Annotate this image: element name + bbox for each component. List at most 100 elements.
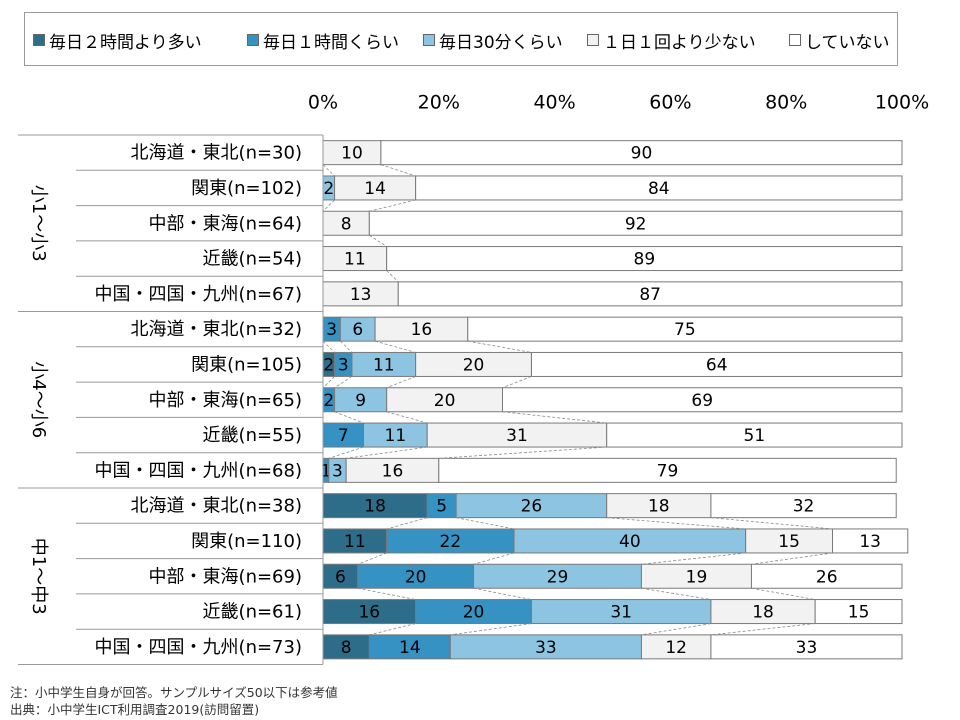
group-label: 小1～小3 xyxy=(28,185,49,262)
series-line xyxy=(641,623,711,636)
data-label: 14 xyxy=(399,638,421,658)
data-label: 13 xyxy=(859,532,881,552)
category-label: 北海道・東北(n=30) xyxy=(131,143,302,164)
bar-segment xyxy=(322,246,388,272)
category-label: 関東(n=102) xyxy=(191,178,302,199)
data-label: 20 xyxy=(463,355,485,375)
data-label: 1 xyxy=(320,461,331,481)
legend-item-1h: 毎日１時間くらい xyxy=(247,29,399,53)
bar-segment xyxy=(710,493,897,519)
bar-segment xyxy=(606,422,903,448)
data-label: 19 xyxy=(686,567,708,587)
series-line xyxy=(369,199,416,212)
series-line xyxy=(751,552,833,565)
data-label: 32 xyxy=(793,497,815,517)
data-label: 3 xyxy=(326,320,337,340)
series-line xyxy=(473,587,532,600)
bar-segment xyxy=(386,528,515,554)
bar-segment xyxy=(513,528,747,554)
bar-segment xyxy=(374,316,469,342)
data-label: 3 xyxy=(332,461,343,481)
series-line xyxy=(386,376,416,389)
data-label: 16 xyxy=(382,461,404,481)
x-tick-label: 100% xyxy=(875,92,929,114)
legend-swatch xyxy=(587,34,599,46)
data-label: 33 xyxy=(796,638,818,658)
bar-segment xyxy=(750,563,903,589)
data-label: 29 xyxy=(547,567,569,587)
data-label: 87 xyxy=(639,285,661,305)
series-line xyxy=(322,199,335,212)
bar-segment xyxy=(357,563,475,589)
legend-label: 毎日２時間より多い xyxy=(49,32,202,53)
data-label: 90 xyxy=(631,144,653,164)
data-label: 11 xyxy=(344,250,366,270)
series-line xyxy=(322,164,335,177)
bar-segment xyxy=(368,210,903,236)
data-label: 20 xyxy=(405,567,427,587)
series-line xyxy=(386,411,428,424)
series-line xyxy=(502,411,607,424)
series-line xyxy=(340,340,353,353)
bar-segment xyxy=(415,599,532,625)
data-label: 9 xyxy=(355,391,366,411)
series-line xyxy=(751,587,816,600)
data-label: 16 xyxy=(358,603,380,623)
series-line xyxy=(328,446,364,459)
legend-item-less-than-daily: １日１回より少ない xyxy=(587,29,756,53)
legend-swatch xyxy=(789,34,801,46)
series-line xyxy=(710,623,816,636)
bar-segment xyxy=(322,634,370,660)
legend-swatch xyxy=(33,34,45,46)
series-line xyxy=(450,623,532,636)
data-label: 26 xyxy=(816,567,838,587)
category-label: 中部・東海(n=65) xyxy=(149,390,302,411)
data-label: 11 xyxy=(344,532,366,552)
data-label: 31 xyxy=(610,603,632,623)
bar-segment xyxy=(415,175,903,201)
series-line xyxy=(710,517,833,530)
bar-segment xyxy=(426,422,608,448)
data-label: 89 xyxy=(634,250,656,270)
category-label: 中国・四国・九州(n=68) xyxy=(95,460,302,481)
series-line xyxy=(369,234,387,247)
bar-segment xyxy=(380,140,903,166)
legend-label: 毎日１時間くらい xyxy=(263,32,399,53)
bar-segment xyxy=(322,140,382,166)
series-line xyxy=(473,552,515,565)
bar-segment xyxy=(438,457,897,483)
data-label: 10 xyxy=(341,144,363,164)
bar-segment xyxy=(322,422,365,448)
legend-item-30min: 毎日30分くらい xyxy=(423,29,563,53)
data-label: 7 xyxy=(338,426,349,446)
data-label: 2 xyxy=(323,355,334,375)
series-line xyxy=(380,164,416,177)
series-line xyxy=(438,446,607,459)
series-line xyxy=(375,340,416,353)
bar-segment xyxy=(363,422,428,448)
series-line xyxy=(386,270,399,283)
series-line xyxy=(357,552,387,565)
data-label: 13 xyxy=(350,285,372,305)
data-label: 31 xyxy=(506,426,528,446)
data-label: 3 xyxy=(338,355,349,375)
data-label: 15 xyxy=(848,603,870,623)
bar-segment xyxy=(386,246,903,272)
series-line xyxy=(357,587,416,600)
bar-segment xyxy=(426,493,457,519)
bar-segment xyxy=(606,493,712,519)
series-line xyxy=(641,552,746,565)
series-line xyxy=(346,446,428,459)
bar-segment xyxy=(530,351,903,377)
data-label: 2 xyxy=(323,179,334,199)
x-tick-label: 0% xyxy=(308,92,338,114)
group-label: 中1～中3 xyxy=(28,538,49,615)
bar-segment xyxy=(368,634,451,660)
data-label: 33 xyxy=(535,638,557,658)
category-label: 中国・四国・九州(n=73) xyxy=(95,637,302,658)
data-label: 11 xyxy=(385,426,407,446)
data-label: 8 xyxy=(341,214,352,234)
bar-segment xyxy=(640,563,752,589)
data-label: 20 xyxy=(463,603,485,623)
bar-segment xyxy=(334,175,417,201)
